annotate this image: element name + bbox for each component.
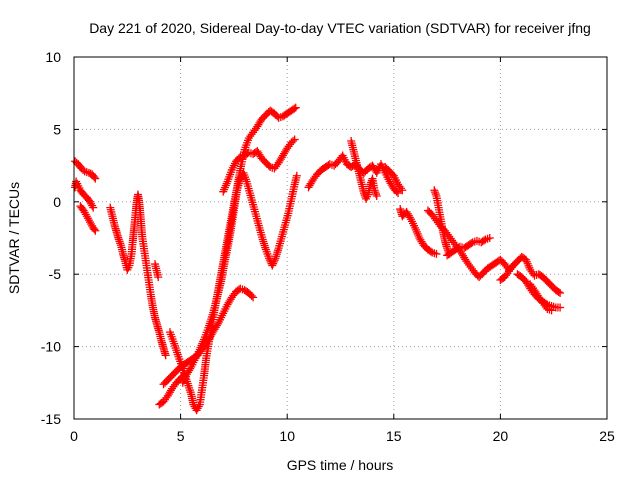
series-arc-14 xyxy=(396,205,441,258)
series-arc-3 xyxy=(76,202,100,235)
data-point xyxy=(269,259,278,268)
series-arc-18 xyxy=(496,252,565,298)
x-tick-label: 15 xyxy=(386,428,402,444)
data-point xyxy=(291,103,300,112)
data-point xyxy=(247,291,256,300)
series-arc-17 xyxy=(443,234,494,260)
series-arc-9 xyxy=(178,168,301,387)
x-tick-label: 5 xyxy=(177,428,185,444)
data-point xyxy=(154,273,163,282)
chart-title: Day 221 of 2020, Sidereal Day-to-day VTE… xyxy=(89,20,591,36)
data-point xyxy=(392,187,401,196)
data-point xyxy=(431,190,440,199)
axis-ticks xyxy=(73,56,608,420)
grid xyxy=(74,57,607,419)
series-arc-4 xyxy=(106,190,170,360)
data-point xyxy=(88,201,97,210)
data-point xyxy=(396,184,405,193)
data-point xyxy=(115,237,124,246)
data-point xyxy=(292,171,301,180)
data-point xyxy=(443,244,452,253)
series-arc-13 xyxy=(381,163,407,195)
data-point xyxy=(268,261,277,270)
y-tick-label: -10 xyxy=(41,339,61,355)
y-tick-label: -5 xyxy=(49,266,62,282)
data-point xyxy=(165,388,174,397)
data-point xyxy=(371,188,380,197)
data-point xyxy=(480,236,489,245)
y-tick-label: 0 xyxy=(53,194,61,210)
series-arc-8 xyxy=(165,103,300,415)
data-point xyxy=(90,225,99,234)
data-point xyxy=(290,135,299,144)
series-arc-5 xyxy=(151,260,163,282)
data-point xyxy=(116,239,125,248)
series-arc-2 xyxy=(71,157,100,183)
data-point xyxy=(426,247,435,256)
data-point xyxy=(269,257,278,266)
data-point xyxy=(432,249,441,258)
data-point xyxy=(91,174,100,183)
data-point xyxy=(161,351,170,360)
x-tick-label: 10 xyxy=(279,428,295,444)
y-tick-label: -15 xyxy=(41,411,61,427)
x-tick-labels: 0 5 10 15 20 25 xyxy=(70,428,615,444)
x-tick-label: 25 xyxy=(599,428,615,444)
series-arc-10 xyxy=(219,135,299,196)
y-tick-label: 5 xyxy=(53,121,61,137)
data-point xyxy=(89,203,98,212)
data-point xyxy=(485,234,494,242)
series-arc-16 xyxy=(430,186,454,258)
data-point xyxy=(306,179,315,188)
data-point xyxy=(290,104,299,113)
data-point xyxy=(547,306,556,315)
data-point xyxy=(372,190,381,199)
series-arc-1 xyxy=(71,177,98,212)
data-point xyxy=(556,289,565,298)
data-point xyxy=(430,186,439,195)
data-point xyxy=(370,186,379,195)
data-point xyxy=(394,189,403,198)
data-point xyxy=(460,253,469,262)
data-point xyxy=(372,192,381,201)
data-point xyxy=(398,186,407,195)
data-point xyxy=(556,303,565,312)
series-arc-20 xyxy=(526,280,556,315)
data-point xyxy=(554,288,563,297)
data-point xyxy=(90,173,99,182)
y-axis-label: SDTVAR / TECUs xyxy=(6,182,22,294)
plot-frame xyxy=(73,56,608,420)
data-point xyxy=(255,118,264,127)
series-arc-12 xyxy=(347,136,381,203)
data-point xyxy=(114,235,123,244)
data-point xyxy=(270,256,279,265)
data-point xyxy=(289,136,298,145)
data-point xyxy=(431,188,440,197)
data-point xyxy=(194,402,203,411)
y-tick-labels: -15 -10 -5 0 5 10 xyxy=(41,49,61,427)
data-point xyxy=(91,226,100,235)
x-axis-label: GPS time / hours xyxy=(287,457,394,473)
data-points xyxy=(71,103,565,415)
y-tick-label: 10 xyxy=(45,49,61,65)
x-tick-label: 20 xyxy=(493,428,509,444)
data-point xyxy=(249,293,258,302)
x-tick-label: 0 xyxy=(70,428,78,444)
data-point xyxy=(467,239,476,248)
